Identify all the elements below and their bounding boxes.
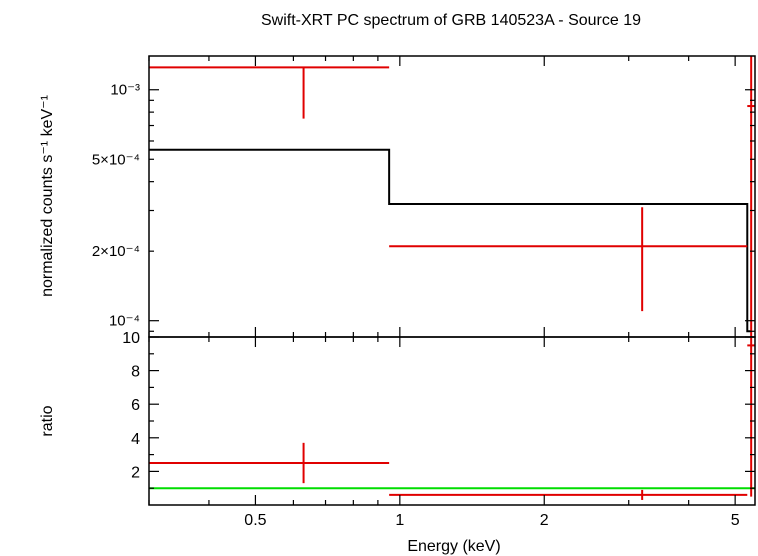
- y-tick-label: 10: [122, 330, 140, 347]
- spectrum-panel: 10⁻³ 5×10⁻⁴ 2×10⁻⁴ 10⁻⁴ normalized counts s…: [39, 55, 756, 338]
- spectrum-ylabel: normalized counts s⁻¹ keV⁻¹: [39, 95, 56, 297]
- spectrum-panel-frame: [148, 55, 756, 338]
- y-tick-label: 2×10⁻⁴: [92, 243, 140, 260]
- model-step-line: [149, 148, 752, 333]
- chart-title: Swift-XRT PC spectrum of GRB 140523A - S…: [261, 12, 641, 29]
- ratio-panel-frame: [148, 336, 756, 506]
- y-tick-label: 6: [131, 397, 140, 414]
- ratio-ylabel: ratio: [39, 405, 56, 436]
- ratio-panel: 0.5 1 2 5 2 4 6 8 10 ratio Energy (keV): [39, 330, 756, 555]
- x-tick-label: 2: [540, 512, 549, 529]
- y-tick-label: 2: [131, 464, 140, 481]
- y-tick-label: 5×10⁻⁴: [92, 151, 140, 168]
- x-tick-label: 1: [395, 512, 404, 529]
- y-tick-label: 10⁻⁴: [109, 313, 140, 330]
- ratio-xlabel: Energy (keV): [407, 538, 500, 555]
- y-tick-label: 10⁻³: [110, 82, 140, 99]
- y-tick-label: 4: [131, 431, 140, 448]
- x-tick-label: 0.5: [244, 512, 266, 529]
- y-tick-label: 8: [131, 364, 140, 381]
- x-tick-label: 5: [731, 512, 740, 529]
